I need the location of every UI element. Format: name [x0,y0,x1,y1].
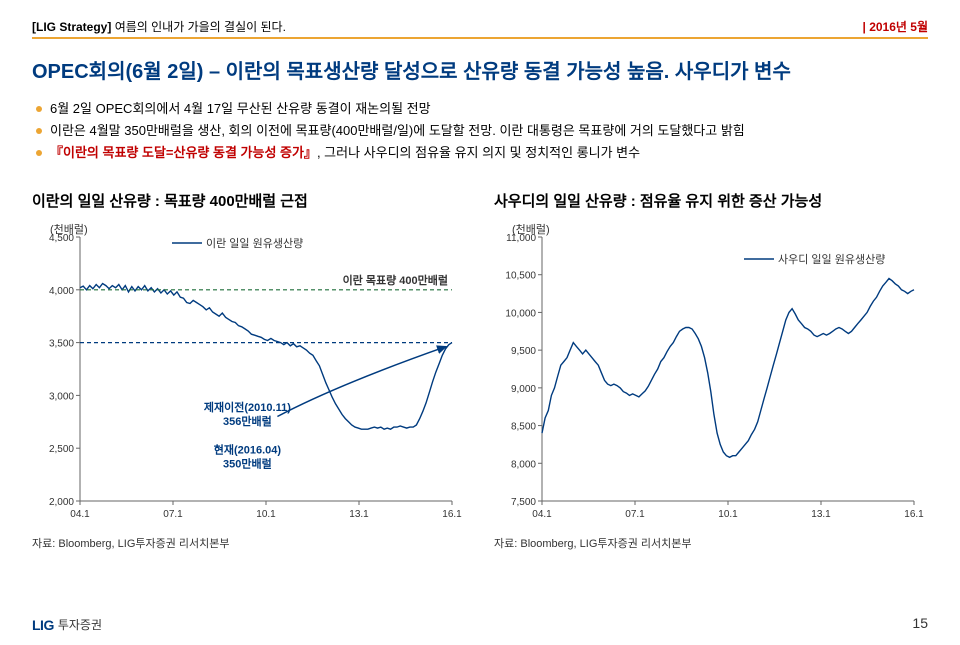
footer-brand: LIG 투자증권 [32,616,102,633]
page-number: 15 [912,615,928,631]
svg-text:사우디 일일 원유생산량: 사우디 일일 원유생산량 [778,252,885,266]
chart-right-svg: 7,5008,0008,5009,0009,50010,00010,50011,… [494,219,924,529]
svg-text:9,000: 9,000 [511,384,536,395]
svg-text:8,500: 8,500 [511,422,536,433]
bullet-text: , 그러나 사우디의 점유율 유지 의지 및 정치적인 롱니가 변수 [317,145,640,160]
svg-text:이란 목표량 400만배럴: 이란 목표량 400만배럴 [343,273,448,287]
svg-text:10.1: 10.1 [718,509,738,520]
header-tag: [LIG Strategy] [32,20,111,34]
svg-text:04.1: 04.1 [532,509,552,520]
headline: OPEC회의(6월 2일) – 이란의 목표생산량 달성으로 산유량 동결 가능… [32,55,928,84]
svg-text:2,500: 2,500 [49,444,74,455]
svg-text:제재이전(2010.11): 제재이전(2010.11) [204,401,291,415]
svg-text:07.1: 07.1 [625,509,645,520]
svg-text:3,500: 3,500 [49,339,74,350]
svg-text:(천배럴): (천배럴) [50,222,88,236]
footer-sub: 투자증권 [58,616,102,633]
svg-text:04.1: 04.1 [70,509,90,520]
svg-text:10.1: 10.1 [256,509,276,520]
svg-text:16.1: 16.1 [442,509,462,520]
svg-text:7,500: 7,500 [511,497,536,508]
bullet-item: 6월 2일 OPEC회의에서 4월 17일 무산된 산유량 동결이 재논의될 전… [36,98,928,120]
chart-left-svg: 2,0002,5003,0003,5004,0004,50004.107.110… [32,219,462,529]
svg-text:3,000: 3,000 [49,392,74,403]
svg-text:10,000: 10,000 [505,309,536,320]
header-date: | 2016년 5월 [863,18,929,35]
chart-source-left: 자료: Bloomberg, LIG투자증권 리서치본부 [32,535,466,551]
svg-text:13.1: 13.1 [349,509,369,520]
chart-title-right: 사우디의 일일 산유량 : 점유율 유지 위한 증산 가능성 [494,190,928,211]
bullet-item: 이란은 4월말 350만배럴을 생산, 회의 이전에 목표량(400만배럴/일)… [36,120,928,142]
header-bar: [LIG Strategy] 여름의 인내가 가을의 결실이 된다. | 201… [32,18,928,35]
svg-text:(천배럴): (천배럴) [512,222,550,236]
svg-text:이란 일일 원유생산량: 이란 일일 원유생산량 [206,236,303,250]
svg-text:9,500: 9,500 [511,346,536,357]
header-tagline: 여름의 인내가 가을의 결실이 된다. [115,20,286,34]
chart-right: 7,5008,0008,5009,0009,50010,00010,50011,… [494,219,928,529]
top-rule [32,37,928,39]
svg-text:13.1: 13.1 [811,509,831,520]
svg-text:350만배럴: 350만배럴 [223,457,272,471]
svg-text:2,000: 2,000 [49,497,74,508]
svg-text:10,500: 10,500 [505,271,536,282]
bullet-item: 『이란의 목표량 도달=산유량 동결 가능성 증가』, 그러나 사우디의 점유율… [36,142,928,164]
svg-text:356만배럴: 356만배럴 [223,415,272,429]
svg-text:현재(2016.04): 현재(2016.04) [214,443,282,457]
svg-text:16.1: 16.1 [904,509,924,520]
bullet-emphasis: 『이란의 목표량 도달=산유량 동결 가능성 증가』 [50,145,317,160]
svg-text:4,000: 4,000 [49,286,74,297]
footer-lig: LIG [32,617,54,633]
header-date-text: 2016년 5월 [869,20,928,34]
bullet-list: 6월 2일 OPEC회의에서 4월 17일 무산된 산유량 동결이 재논의될 전… [36,98,928,164]
header-left: [LIG Strategy] 여름의 인내가 가을의 결실이 된다. [32,18,286,35]
chart-title-left: 이란의 일일 산유량 : 목표량 400만배럴 근접 [32,190,466,211]
svg-text:07.1: 07.1 [163,509,183,520]
svg-text:8,000: 8,000 [511,460,536,471]
chart-left: 2,0002,5003,0003,5004,0004,50004.107.110… [32,219,466,529]
chart-source-right: 자료: Bloomberg, LIG투자증권 리서치본부 [494,535,928,551]
